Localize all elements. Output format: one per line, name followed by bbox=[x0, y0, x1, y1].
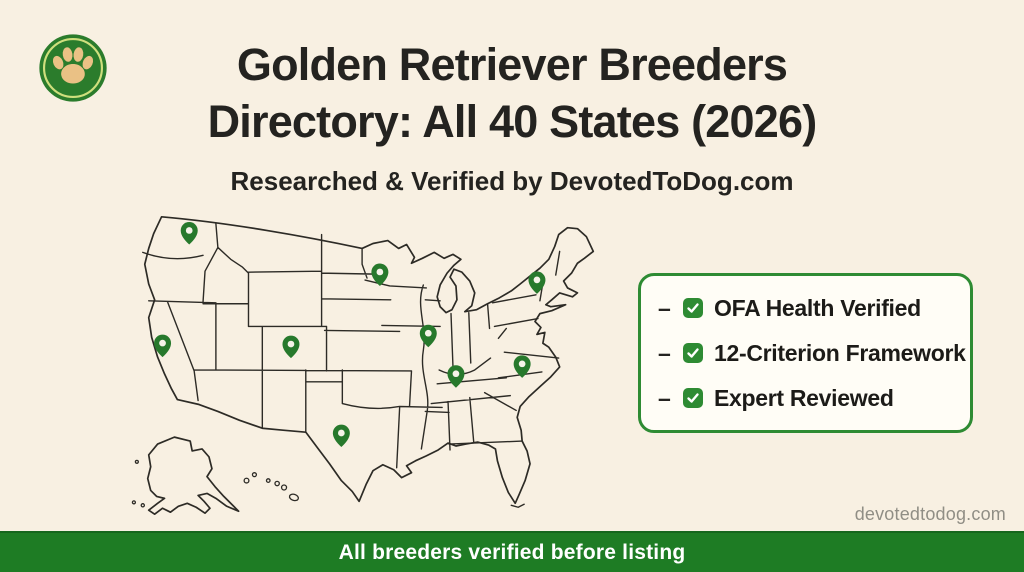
map-pin-minnesota bbox=[371, 263, 389, 286]
checkbox-checked-icon bbox=[683, 388, 703, 408]
map-pin-illinois bbox=[419, 324, 437, 348]
checklist-item-label: OFA Health Verified bbox=[714, 294, 921, 321]
map-pin-north-carolina bbox=[513, 355, 531, 378]
watermark: devotedtodog.com bbox=[854, 504, 1006, 524]
checklist-item-label: 12-Criterion Framework bbox=[714, 339, 966, 366]
checkmark-icon bbox=[687, 393, 699, 403]
checkmark-icon bbox=[687, 303, 699, 313]
us-map bbox=[131, 202, 632, 528]
bottom-banner-text: All breeders verified before listing bbox=[338, 540, 686, 564]
page-subtitle: Researched & Verified by DevotedToDog.co… bbox=[230, 166, 794, 196]
map-pin-new-york bbox=[528, 271, 546, 294]
map-pin-washington bbox=[180, 222, 198, 245]
us-outline bbox=[145, 217, 593, 503]
checklist-item: – OFA Health Verified bbox=[658, 293, 970, 323]
page-title-line2: Directory: All 40 States (2026) bbox=[207, 96, 818, 147]
alaska-outline bbox=[148, 437, 239, 514]
checkmark-icon bbox=[687, 348, 699, 358]
map-pin-tennessee bbox=[447, 365, 465, 388]
checklist-item: – Expert Reviewed bbox=[658, 383, 970, 413]
map-pins bbox=[154, 222, 546, 447]
checklist-item: – 12-Criterion Framework bbox=[658, 338, 970, 368]
paw-icon bbox=[39, 34, 107, 102]
dash: – bbox=[658, 384, 671, 411]
dash: – bbox=[658, 294, 671, 321]
page-title-line1: Golden Retriever Breeders bbox=[236, 39, 788, 90]
checklist-item-label: Expert Reviewed bbox=[714, 384, 894, 411]
dash: – bbox=[658, 339, 671, 366]
map-pin-texas bbox=[332, 424, 350, 447]
map-pin-california bbox=[154, 334, 172, 358]
checkbox-checked-icon bbox=[683, 343, 703, 363]
paw-logo-badge bbox=[38, 33, 108, 103]
checkbox-checked-icon bbox=[683, 298, 703, 318]
map-pin-colorado bbox=[282, 335, 300, 359]
checklist-card: – OFA Health Verified – 12-Criterion Fra… bbox=[638, 273, 973, 433]
state-borders bbox=[143, 224, 560, 508]
islands bbox=[131, 459, 299, 508]
page-title: Golden Retriever Breeders Directory: All… bbox=[0, 36, 1024, 150]
bottom-banner: All breeders verified before listing bbox=[0, 531, 1024, 572]
